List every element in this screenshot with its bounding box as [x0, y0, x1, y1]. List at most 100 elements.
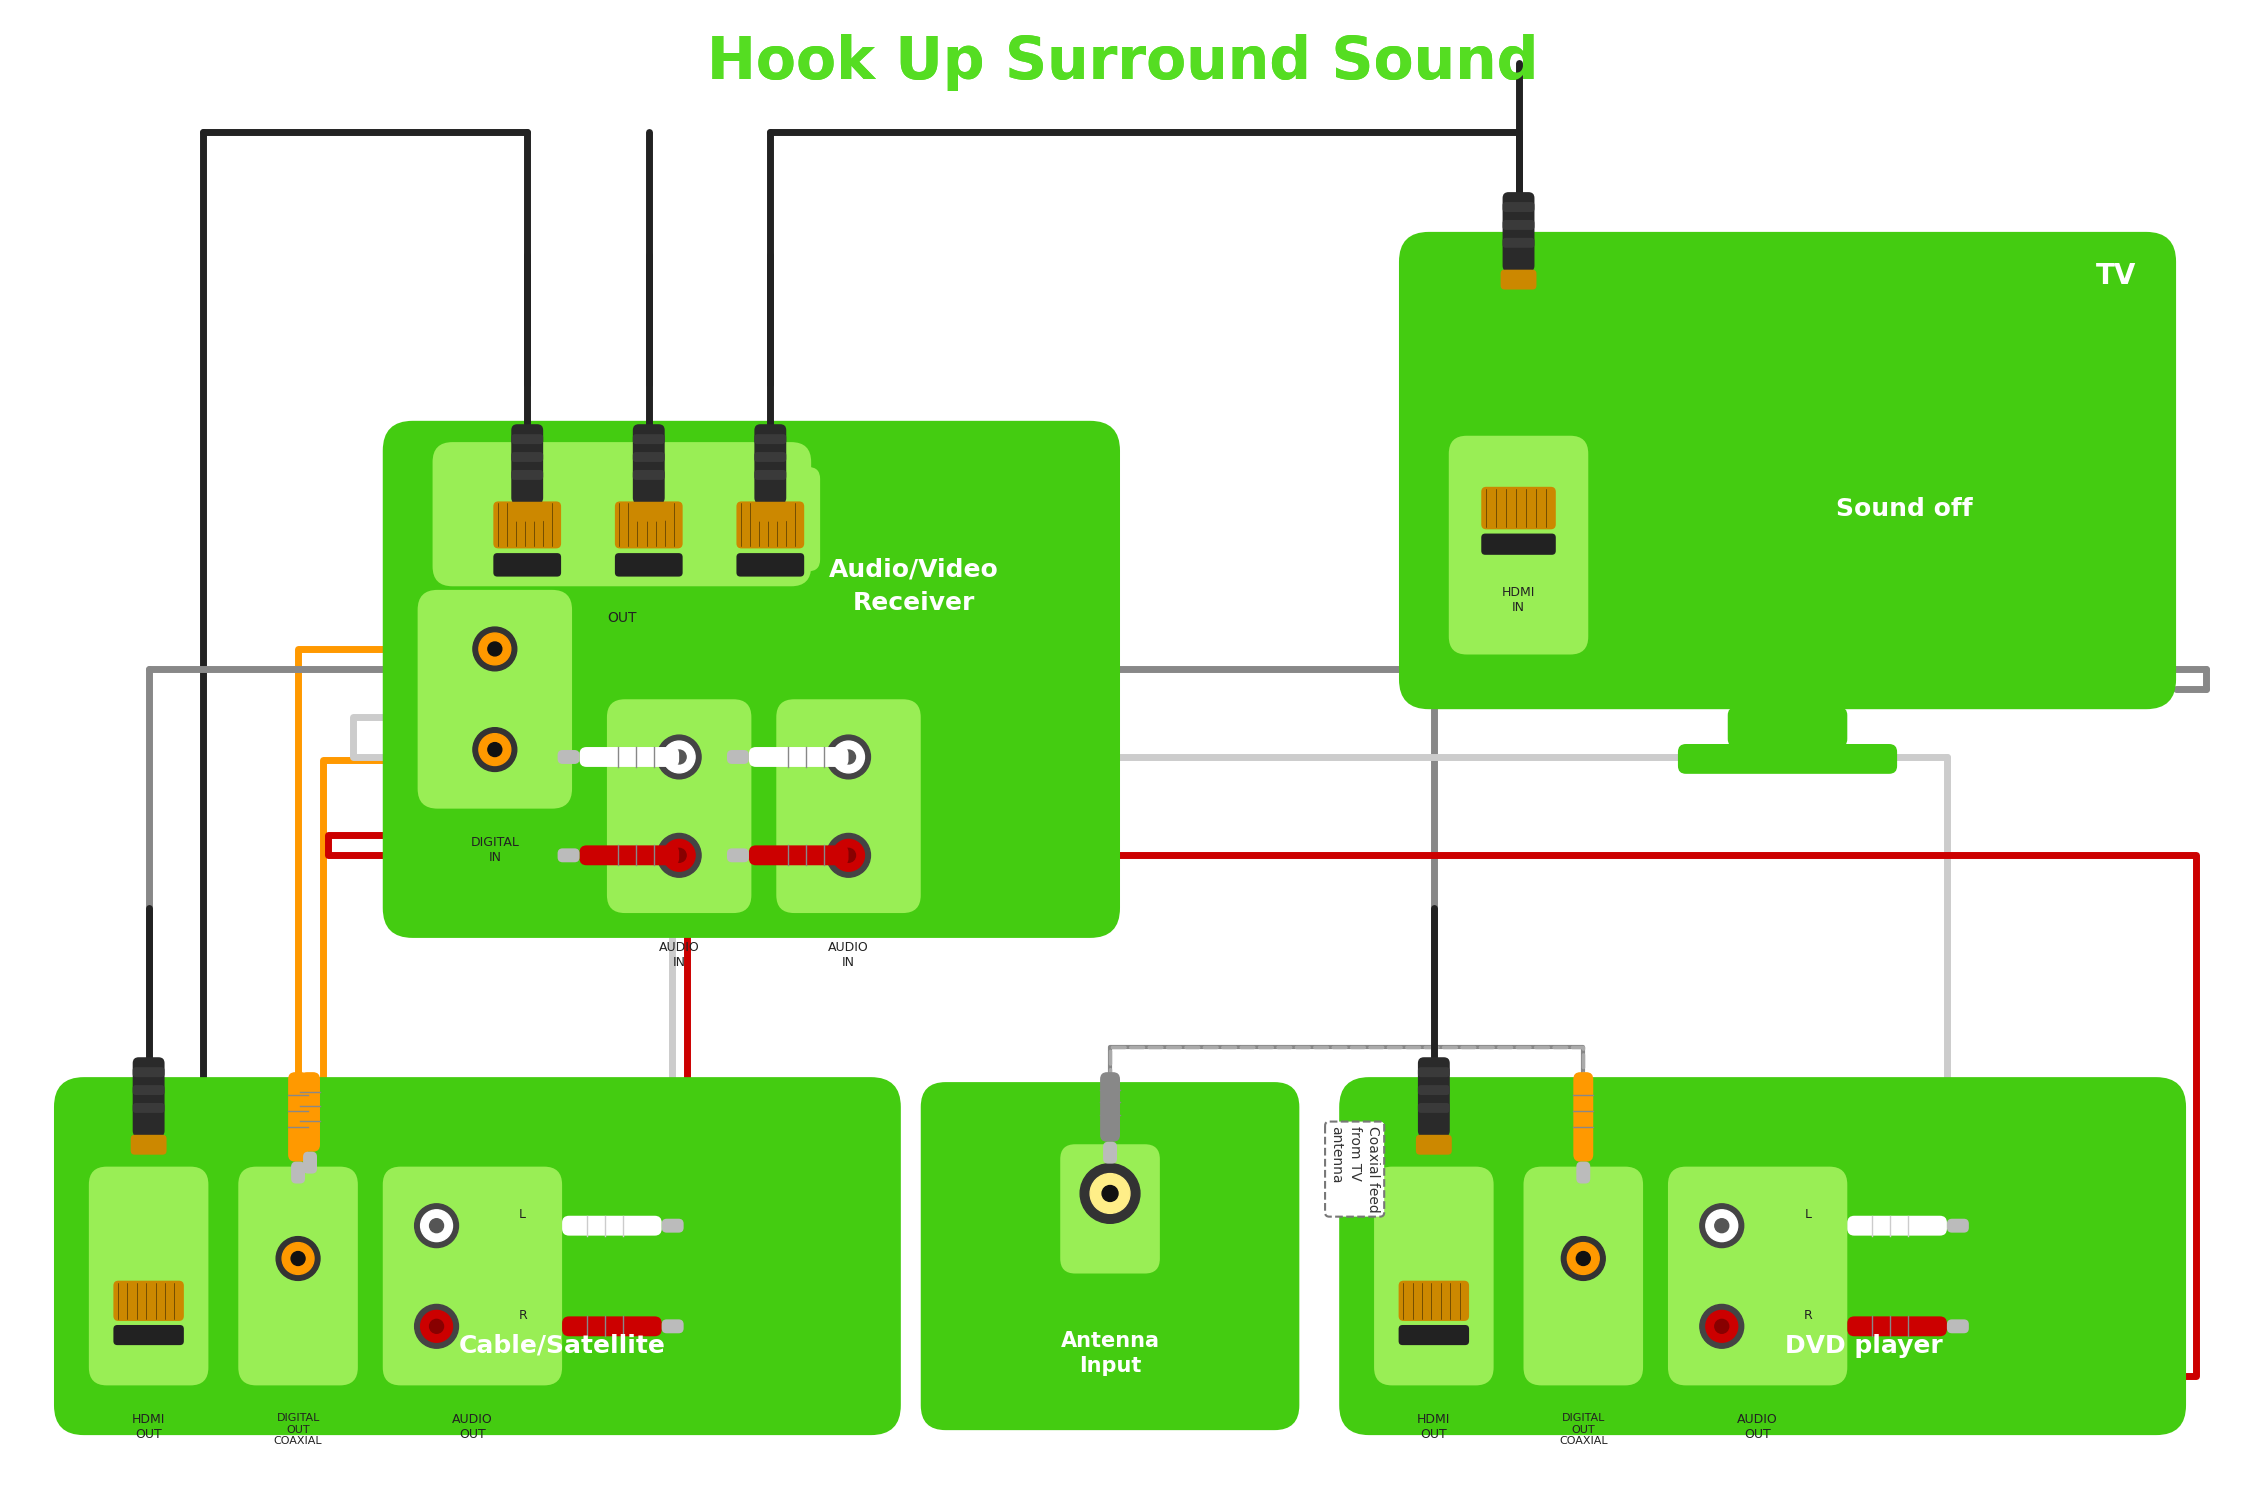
Text: DIGITAL
OUT
COAXIAL: DIGITAL OUT COAXIAL [274, 1413, 323, 1446]
FancyBboxPatch shape [512, 424, 544, 503]
FancyBboxPatch shape [728, 750, 748, 764]
FancyBboxPatch shape [382, 421, 1121, 938]
FancyBboxPatch shape [1060, 1144, 1159, 1273]
FancyBboxPatch shape [562, 1215, 663, 1236]
FancyBboxPatch shape [748, 747, 849, 767]
FancyBboxPatch shape [1846, 1316, 1947, 1336]
Circle shape [672, 849, 685, 862]
FancyBboxPatch shape [1381, 1251, 1485, 1340]
Text: Hook Up Surround Sound: Hook Up Surround Sound [707, 34, 1539, 91]
Circle shape [1568, 1243, 1599, 1275]
Circle shape [842, 750, 856, 764]
Text: OUT: OUT [606, 610, 636, 625]
Text: HDMI
OUT: HDMI OUT [133, 1413, 166, 1441]
FancyBboxPatch shape [606, 700, 752, 913]
FancyBboxPatch shape [1417, 1068, 1449, 1077]
Text: HDMI
OUT: HDMI OUT [1417, 1413, 1451, 1441]
FancyBboxPatch shape [631, 502, 667, 521]
FancyBboxPatch shape [112, 1281, 184, 1321]
Text: AUDIO
OUT: AUDIO OUT [451, 1413, 492, 1441]
FancyBboxPatch shape [54, 1077, 901, 1435]
Circle shape [1700, 1304, 1743, 1348]
FancyBboxPatch shape [579, 747, 678, 767]
FancyBboxPatch shape [737, 552, 804, 576]
FancyBboxPatch shape [1572, 1072, 1592, 1161]
FancyBboxPatch shape [755, 471, 786, 479]
FancyBboxPatch shape [133, 1068, 164, 1077]
FancyBboxPatch shape [97, 1251, 200, 1340]
Circle shape [842, 849, 856, 862]
Text: DIGITAL
OUT
COAXIAL: DIGITAL OUT COAXIAL [1559, 1413, 1608, 1446]
Text: Coaxial feed
from TV
antenna: Coaxial feed from TV antenna [1330, 1126, 1379, 1212]
Circle shape [283, 1243, 314, 1275]
FancyBboxPatch shape [418, 590, 573, 809]
FancyBboxPatch shape [1417, 1057, 1449, 1136]
FancyBboxPatch shape [1678, 744, 1898, 774]
Text: R: R [1804, 1309, 1813, 1322]
Circle shape [827, 834, 871, 877]
FancyBboxPatch shape [1417, 1103, 1449, 1112]
FancyBboxPatch shape [1415, 1135, 1451, 1154]
FancyBboxPatch shape [1947, 1319, 1970, 1333]
FancyBboxPatch shape [512, 471, 544, 479]
FancyBboxPatch shape [633, 453, 665, 462]
FancyBboxPatch shape [433, 442, 811, 587]
FancyBboxPatch shape [1399, 1325, 1469, 1345]
Text: Sound off: Sound off [1835, 497, 1972, 521]
FancyBboxPatch shape [133, 1085, 164, 1094]
Text: R: R [519, 1309, 528, 1322]
Text: Hook Up Surround Sound: Hook Up Surround Sound [707, 34, 1539, 91]
Text: DIGITAL
IN: DIGITAL IN [469, 837, 519, 865]
Circle shape [1561, 1237, 1606, 1281]
Text: HDMI
IN: HDMI IN [1503, 585, 1536, 613]
FancyBboxPatch shape [755, 435, 786, 444]
Circle shape [292, 1252, 305, 1266]
FancyBboxPatch shape [633, 435, 665, 444]
FancyBboxPatch shape [1503, 203, 1534, 211]
Circle shape [833, 742, 865, 773]
Circle shape [487, 642, 501, 655]
FancyBboxPatch shape [382, 1166, 562, 1385]
Circle shape [478, 633, 510, 666]
FancyBboxPatch shape [90, 1166, 209, 1385]
FancyBboxPatch shape [728, 849, 748, 862]
FancyBboxPatch shape [1101, 1072, 1121, 1142]
FancyBboxPatch shape [133, 1103, 164, 1112]
FancyBboxPatch shape [1339, 1077, 2185, 1435]
Circle shape [833, 840, 865, 871]
Text: Antenna
Input: Antenna Input [1060, 1331, 1159, 1376]
FancyBboxPatch shape [1464, 456, 1572, 549]
FancyBboxPatch shape [1482, 533, 1556, 555]
FancyBboxPatch shape [1669, 1166, 1846, 1385]
FancyBboxPatch shape [615, 552, 683, 576]
FancyBboxPatch shape [755, 424, 786, 503]
FancyBboxPatch shape [512, 453, 544, 462]
Circle shape [478, 734, 510, 765]
FancyBboxPatch shape [238, 1166, 357, 1385]
Text: DVD player: DVD player [1786, 1334, 1943, 1358]
FancyBboxPatch shape [1577, 1161, 1590, 1184]
FancyBboxPatch shape [663, 1218, 683, 1233]
FancyBboxPatch shape [748, 846, 849, 865]
Circle shape [658, 834, 701, 877]
Circle shape [416, 1304, 458, 1348]
Circle shape [1089, 1173, 1130, 1214]
Circle shape [474, 728, 517, 771]
FancyBboxPatch shape [512, 435, 544, 444]
Circle shape [1714, 1218, 1729, 1233]
Circle shape [658, 736, 701, 779]
Text: AUDIO
IN: AUDIO IN [829, 941, 869, 969]
Circle shape [663, 742, 694, 773]
Circle shape [429, 1218, 442, 1233]
FancyBboxPatch shape [557, 849, 579, 862]
Circle shape [429, 1319, 442, 1333]
FancyBboxPatch shape [133, 1057, 164, 1136]
FancyBboxPatch shape [777, 700, 921, 913]
FancyBboxPatch shape [1503, 220, 1534, 229]
Circle shape [420, 1310, 451, 1342]
FancyBboxPatch shape [615, 502, 683, 548]
FancyBboxPatch shape [579, 846, 678, 865]
FancyBboxPatch shape [1103, 1142, 1116, 1163]
Circle shape [827, 736, 871, 779]
FancyBboxPatch shape [1482, 487, 1556, 529]
